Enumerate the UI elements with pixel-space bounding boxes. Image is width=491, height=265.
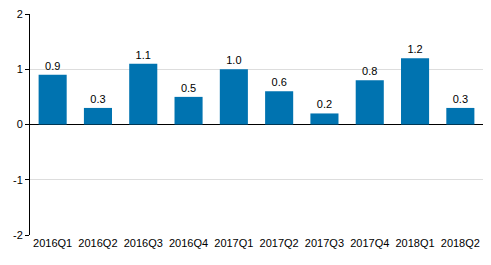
- svg-text:0.2: 0.2: [317, 98, 332, 110]
- svg-text:2018Q1: 2018Q1: [395, 237, 434, 249]
- svg-text:1: 1: [17, 63, 23, 75]
- svg-text:-2: -2: [13, 229, 23, 241]
- svg-text:2017Q1: 2017Q1: [214, 237, 253, 249]
- svg-text:2017Q2: 2017Q2: [260, 237, 299, 249]
- svg-text:0.5: 0.5: [181, 82, 196, 94]
- svg-text:0.3: 0.3: [90, 93, 105, 105]
- svg-text:0.8: 0.8: [362, 65, 377, 77]
- svg-text:0.3: 0.3: [453, 93, 468, 105]
- svg-text:2016Q1: 2016Q1: [33, 237, 72, 249]
- svg-text:1.1: 1.1: [136, 49, 151, 61]
- svg-text:2: 2: [17, 8, 23, 20]
- svg-text:-1: -1: [13, 174, 23, 186]
- svg-text:0.6: 0.6: [272, 76, 287, 88]
- svg-text:1.0: 1.0: [226, 54, 241, 66]
- svg-text:2016Q3: 2016Q3: [124, 237, 163, 249]
- svg-text:2017Q4: 2017Q4: [350, 237, 389, 249]
- svg-text:1.2: 1.2: [407, 43, 422, 55]
- svg-text:2016Q4: 2016Q4: [169, 237, 208, 249]
- svg-text:2016Q2: 2016Q2: [78, 237, 117, 249]
- svg-text:2018Q2: 2018Q2: [441, 237, 480, 249]
- svg-text:0.9: 0.9: [45, 60, 60, 72]
- svg-text:2017Q3: 2017Q3: [305, 237, 344, 249]
- svg-text:0: 0: [17, 118, 23, 130]
